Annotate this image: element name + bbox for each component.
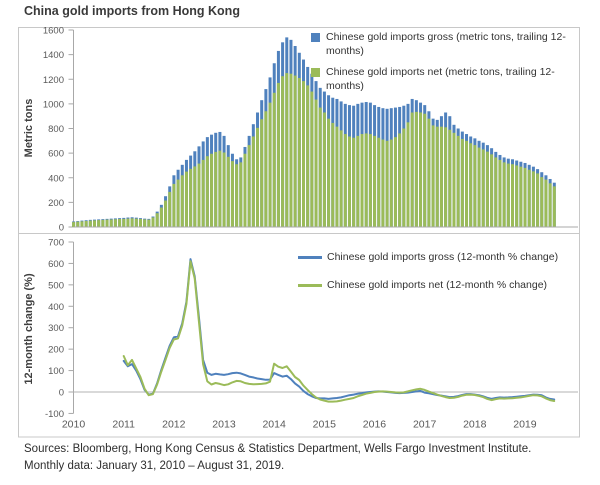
svg-text:0: 0: [59, 223, 64, 234]
source-note: Sources: Bloomberg, Hong Kong Census & S…: [24, 441, 531, 476]
top-chart-legend: Chinese gold imports gross (metric tons,…: [311, 31, 573, 100]
svg-text:2017: 2017: [413, 419, 437, 431]
legend-label: Chinese gold imports gross (12-month % c…: [327, 251, 559, 263]
svg-text:600: 600: [48, 259, 64, 270]
svg-text:2010: 2010: [62, 419, 86, 431]
legend-item-gross-pct: Chinese gold imports gross (12-month % c…: [298, 251, 558, 263]
svg-text:400: 400: [48, 173, 64, 184]
svg-text:2015: 2015: [313, 419, 337, 431]
legend-item-net-pct: Chinese gold imports net (12-month % cha…: [298, 279, 558, 291]
svg-text:1600: 1600: [43, 26, 64, 37]
x-year-labels: 2010 2011 2012 2013 2014 2015 2016 2017 2018 2019: [62, 419, 537, 431]
svg-text:2018: 2018: [463, 419, 487, 431]
svg-text:700: 700: [48, 238, 64, 249]
svg-text:2012: 2012: [162, 419, 186, 431]
svg-text:1200: 1200: [43, 75, 64, 86]
top-y-axis-title: Metric tons: [23, 99, 35, 158]
legend-label: Chinese gold imports gross (metric tons,…: [326, 31, 566, 57]
data-range-line: Monthly data: January 31, 2010 – August …: [24, 460, 285, 473]
svg-text:2013: 2013: [212, 419, 236, 431]
svg-text:500: 500: [48, 280, 64, 291]
bottom-chart-legend: Chinese gold imports gross (12-month % c…: [298, 251, 558, 307]
svg-text:100: 100: [48, 366, 64, 377]
y-axis-ticks: 0 200 400 600 800 1000 1200 1400 1600: [43, 26, 74, 234]
gross-line-swatch-icon: [298, 256, 322, 259]
legend-label: Chinese gold imports net (12-month % cha…: [327, 279, 548, 291]
svg-text:300: 300: [48, 323, 64, 334]
legend-label: Chinese gold imports net (metric tons, t…: [326, 65, 555, 92]
svg-text:400: 400: [48, 302, 64, 313]
svg-text:1400: 1400: [43, 50, 64, 61]
svg-text:800: 800: [48, 124, 64, 135]
bottom-y-axis-title: 12-month change (%): [23, 273, 35, 385]
svg-text:1000: 1000: [43, 99, 64, 110]
svg-text:2019: 2019: [513, 419, 537, 431]
legend-item-net-tons: Chinese gold imports net (metric tons, t…: [311, 66, 573, 94]
svg-text:2011: 2011: [112, 419, 135, 431]
svg-text:2016: 2016: [363, 419, 387, 431]
svg-text:200: 200: [48, 198, 64, 209]
svg-text:0: 0: [59, 388, 64, 399]
svg-text:600: 600: [48, 149, 64, 160]
source-line: Sources: Bloomberg, Hong Kong Census & S…: [24, 443, 532, 455]
net-series-swatch-icon: [311, 67, 320, 77]
top-bar-chart: 0 200 400 600 800 1000 1200 1400 1600 Metric tons: [18, 26, 580, 234]
legend-item-gross-tons: Chinese gold imports gross (metric tons,…: [311, 31, 573, 59]
svg-text:2014: 2014: [262, 419, 286, 431]
net-pct-line: [122, 260, 556, 403]
y-axis-ticks: 700 600 500 400 300 200 100 0 -100: [45, 238, 74, 420]
svg-text:-100: -100: [45, 409, 64, 420]
bottom-panel-border: [18, 233, 580, 438]
net-bars: [72, 73, 556, 228]
svg-text:200: 200: [48, 345, 64, 356]
gross-series-swatch-icon: [311, 33, 320, 42]
net-line-swatch-icon: [298, 284, 322, 287]
figure-title: China gold imports from Hong Kong: [24, 4, 240, 18]
